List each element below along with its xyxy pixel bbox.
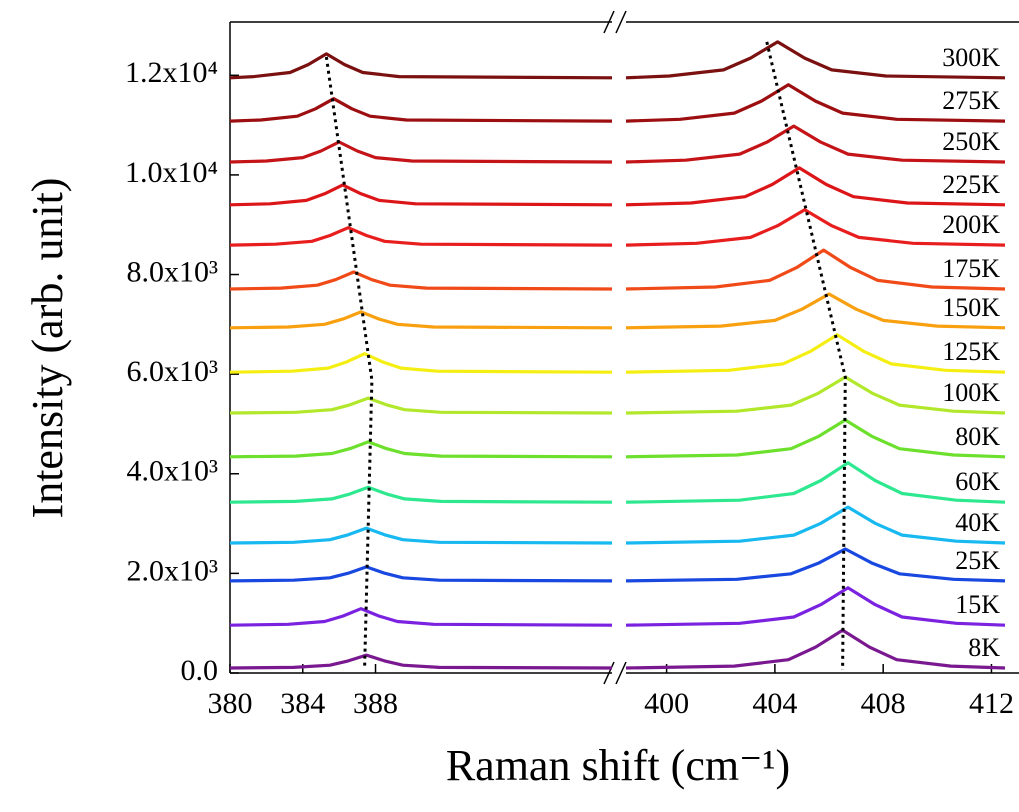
spectrum-line	[229, 607, 613, 627]
spectrum-line	[625, 461, 1006, 504]
peak-trend	[324, 56, 374, 669]
spectrum-line	[625, 208, 1006, 247]
spectrum-line	[625, 333, 1006, 374]
series-label: 250K	[942, 127, 1000, 156]
x-tick-label: 380	[208, 687, 253, 720]
spectrum-line	[625, 628, 1006, 670]
spectrum-line	[229, 396, 613, 415]
spectrum-line	[229, 226, 613, 247]
y-tick-label: 6.0x10³	[127, 355, 219, 388]
y-axis-label: Intensity (arb. unit)	[23, 178, 72, 519]
spectrum-line	[625, 418, 1006, 459]
x-tick-label: 404	[752, 687, 797, 720]
spectrum-line	[229, 440, 613, 459]
spectrum-line	[625, 586, 1006, 627]
x-tick-label: 400	[644, 687, 689, 720]
spectrum-line	[229, 270, 613, 291]
series-label: 100K	[942, 378, 1000, 407]
y-tick-label: 0.0	[181, 654, 219, 687]
spectrum-line	[229, 183, 613, 207]
axis-frame	[229, 21, 1019, 674]
x-tick-label: 412	[969, 687, 1014, 720]
spectrum-line	[625, 505, 1006, 545]
series-label: 225K	[942, 170, 1000, 199]
series-label: 8K	[968, 633, 1000, 662]
series-label: 125K	[942, 337, 1000, 366]
series-label: 40K	[955, 508, 1000, 537]
series-label: 200K	[942, 210, 1000, 239]
spectrum-line	[229, 52, 613, 80]
y-tick-label: 4.0x10³	[127, 455, 219, 488]
spectrum-line	[625, 292, 1006, 330]
spectrum-line	[229, 352, 613, 374]
y-tick-label: 8.0x10³	[127, 255, 219, 288]
spectrum-line	[229, 485, 613, 504]
spectrum-line	[229, 97, 613, 123]
y-tick-label: 2.0x10³	[127, 554, 219, 587]
y-tick-label: 1.0x10⁴	[125, 156, 218, 189]
x-tick-label: 408	[861, 687, 906, 720]
peak-trend	[765, 41, 847, 671]
series-label: 150K	[942, 293, 1000, 322]
spectrum-line	[229, 653, 613, 670]
spectrum-line	[229, 310, 613, 330]
spectrum-line	[625, 83, 1006, 123]
series-label: 25K	[955, 546, 1000, 575]
series-label: 60K	[955, 467, 1000, 496]
spectrum-line	[625, 40, 1006, 80]
x-tick-label: 384	[280, 687, 325, 720]
spectrum-line	[625, 248, 1006, 291]
series-label: 300K	[942, 43, 1000, 72]
x-tick-label: 388	[353, 687, 398, 720]
series-label: 15K	[955, 590, 1000, 619]
spectrum-line	[229, 565, 613, 583]
series-label: 275K	[942, 86, 1000, 115]
spectrum-line	[229, 526, 613, 545]
spectrum-line	[625, 166, 1006, 207]
spectrum-line	[229, 140, 613, 164]
spectrum-line	[625, 124, 1006, 164]
axis-break	[603, 10, 627, 685]
series-label: 80K	[955, 422, 1000, 451]
series-label: 175K	[942, 254, 1000, 283]
y-tick-label: 1.2x10⁴	[125, 56, 218, 89]
x-axis-label: Raman shift (cm⁻¹)	[446, 741, 790, 790]
spectrum-line	[625, 547, 1006, 583]
